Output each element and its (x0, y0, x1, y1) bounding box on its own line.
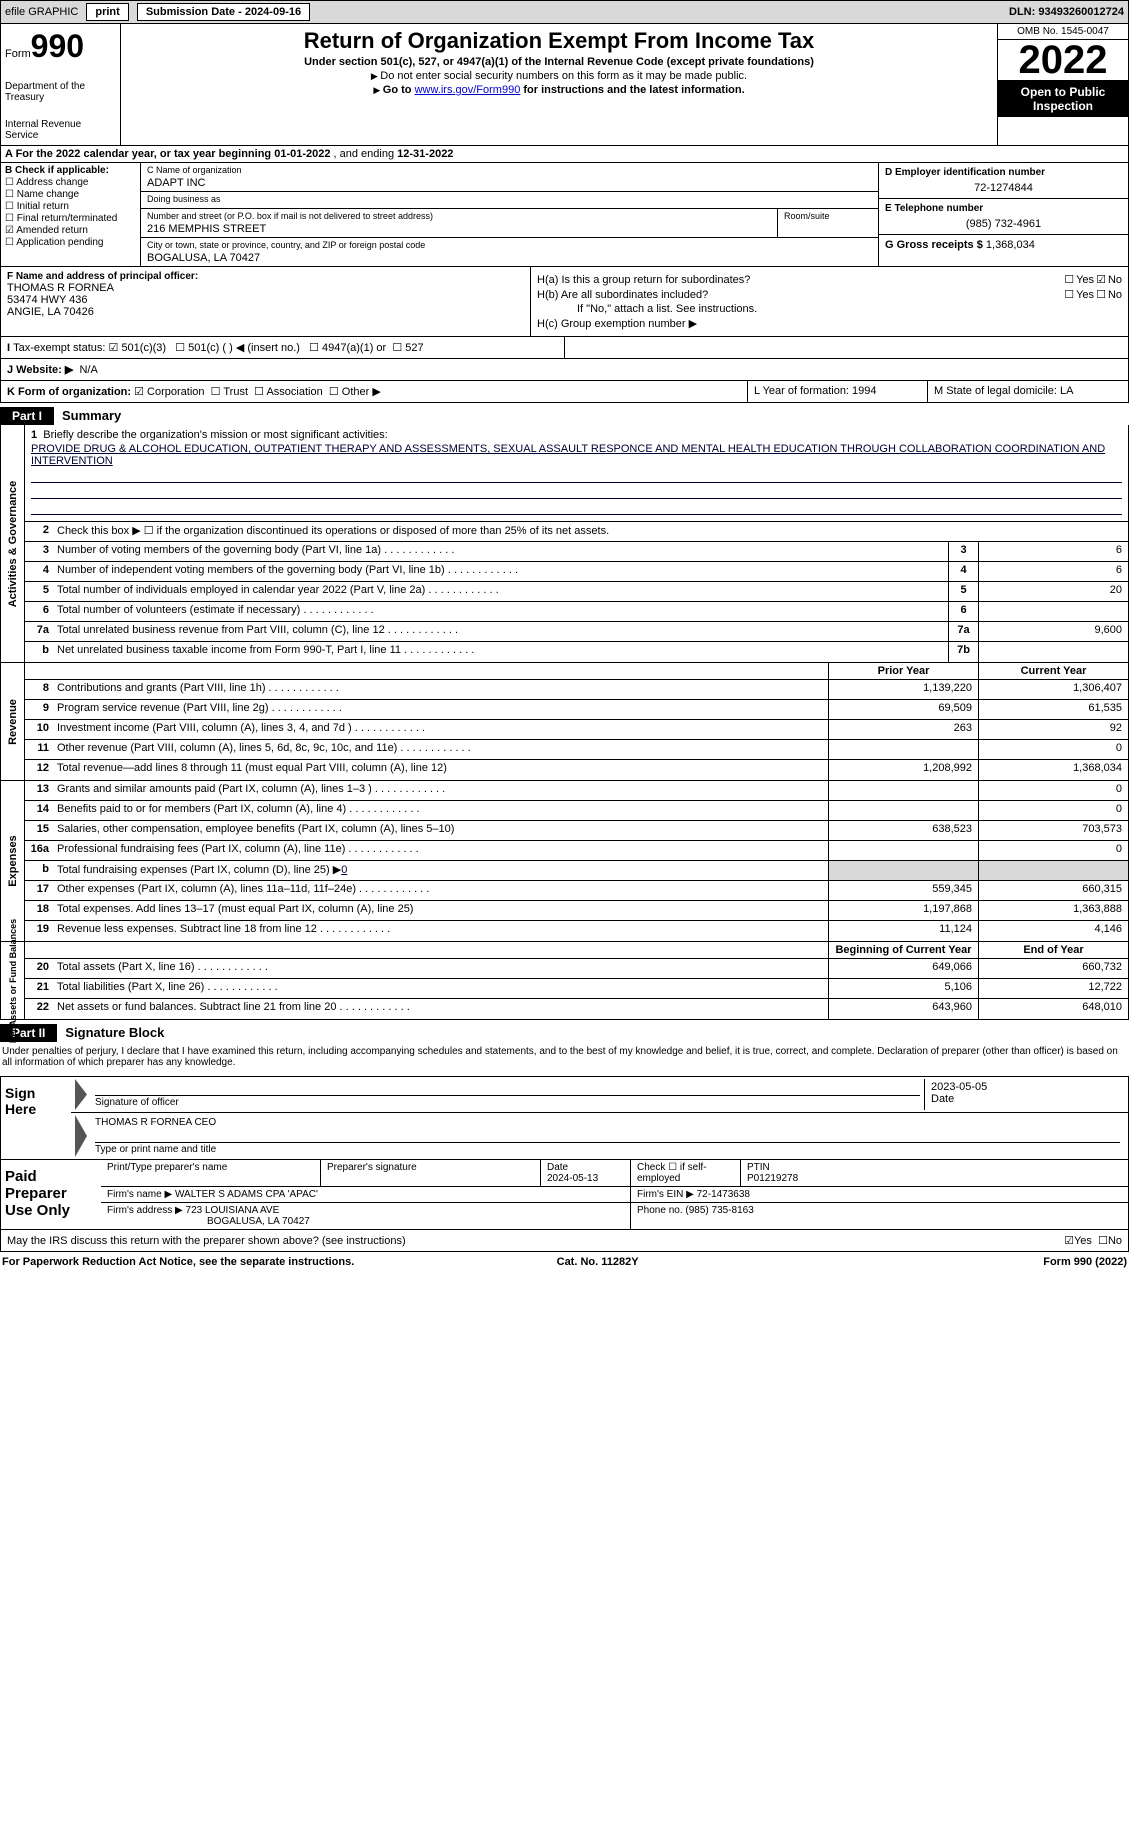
irs-label: Internal Revenue Service (5, 119, 116, 141)
v7b (978, 642, 1128, 662)
firm-ein: 72-1473638 (697, 1189, 750, 1200)
section-fh: F Name and address of principal officer:… (0, 267, 1129, 337)
chk-final-return[interactable]: Final return/terminated (5, 213, 136, 224)
row-j-website: J Website: ▶ N/A (0, 359, 1129, 381)
irs-link[interactable]: www.irs.gov/Form990 (415, 84, 521, 96)
firm-phone: (985) 735-8163 (685, 1205, 753, 1216)
paid-preparer-block: Paid Preparer Use Only Print/Type prepar… (0, 1160, 1129, 1230)
org-name: ADAPT INC (147, 177, 872, 189)
summary-expenses: Expenses 13Grants and similar amounts pa… (0, 781, 1129, 942)
form-number: 990 (31, 28, 84, 64)
goto-note: Go to www.irs.gov/Form990 for instructio… (129, 84, 989, 96)
ein: 72-1274844 (885, 182, 1122, 194)
officer-name: THOMAS R FORNEA (7, 282, 524, 294)
summary-net-assets: Net Assets or Fund Balances Beginning of… (0, 942, 1129, 1020)
col-b-checkboxes: B Check if applicable: Address change Na… (1, 163, 141, 266)
mission-text: PROVIDE DRUG & ALCOHOL EDUCATION, OUTPAT… (31, 443, 1122, 467)
discuss-no[interactable] (1098, 1234, 1108, 1247)
row-k-form-org: K Form of organization: Corporation Trus… (0, 381, 1129, 403)
ssn-note: Do not enter social security numbers on … (129, 70, 989, 82)
street-address: 216 MEMPHIS STREET (147, 223, 771, 235)
chk-application-pending[interactable]: Application pending (5, 237, 136, 248)
v4: 6 (978, 562, 1128, 581)
firm-name: WALTER S ADAMS CPA 'APAC' (175, 1189, 318, 1200)
summary-revenue: Revenue Prior YearCurrent Year 8Contribu… (0, 663, 1129, 781)
summary-activities: Activities & Governance 1 Briefly descri… (0, 425, 1129, 663)
prep-date: 2024-05-13 (547, 1173, 624, 1184)
submission-date: Submission Date - 2024-09-16 (137, 3, 310, 21)
section-bcde: B Check if applicable: Address change Na… (0, 163, 1129, 267)
top-bar: efile GRAPHIC print Submission Date - 20… (0, 0, 1129, 24)
city-state-zip: BOGALUSA, LA 70427 (147, 252, 872, 264)
form-title: Return of Organization Exempt From Incom… (129, 28, 989, 54)
v6 (978, 602, 1128, 621)
form-header: Form990 Department of the Treasury Inter… (0, 24, 1129, 146)
officer-addr2: ANGIE, LA 70426 (7, 306, 524, 318)
dln: DLN: 93493260012724 (1009, 6, 1124, 18)
part1-header: Part I (0, 407, 54, 425)
chk-501c3[interactable] (109, 342, 122, 354)
efile-label: efile GRAPHIC (5, 6, 78, 18)
state-domicile: M State of legal domicile: LA (928, 381, 1128, 402)
open-inspection: Open to Public Inspection (998, 81, 1128, 117)
ptin: P01219278 (747, 1173, 1122, 1184)
v3: 6 (978, 542, 1128, 561)
arrow-icon (75, 1079, 87, 1110)
discuss-row: May the IRS discuss this return with the… (0, 1230, 1129, 1252)
v7a: 9,600 (978, 622, 1128, 641)
ha-no[interactable] (1094, 273, 1108, 286)
sig-declaration: Under penalties of perjury, I declare th… (0, 1042, 1129, 1072)
discuss-yes[interactable] (1064, 1234, 1074, 1247)
row-i-tax-status: I Tax-exempt status: 501(c)(3) 501(c) ( … (0, 337, 1129, 359)
telephone: (985) 732-4961 (885, 218, 1122, 230)
sign-here-block: Sign Here Signature of officer 2023-05-0… (0, 1076, 1129, 1160)
form-subtitle: Under section 501(c), 527, or 4947(a)(1)… (129, 56, 989, 68)
arrow-icon (75, 1115, 87, 1157)
sig-date: 2023-05-05 (931, 1081, 1118, 1093)
tax-year: 2022 (998, 40, 1128, 81)
chk-address-change[interactable]: Address change (5, 177, 136, 188)
officer-addr1: 53474 HWY 436 (7, 294, 524, 306)
chk-corporation[interactable] (134, 386, 147, 398)
form-label: Form (5, 48, 31, 60)
col-de: D Employer identification number 72-1274… (878, 163, 1128, 266)
col-c-org-info: C Name of organization ADAPT INC Doing b… (141, 163, 878, 266)
print-button[interactable]: print (86, 3, 128, 21)
dept-treasury: Department of the Treasury (5, 81, 116, 103)
row-a-tax-year: A For the 2022 calendar year, or tax yea… (0, 146, 1129, 163)
gross-receipts: 1,368,034 (986, 239, 1035, 251)
chk-name-change[interactable]: Name change (5, 189, 136, 200)
footer: For Paperwork Reduction Act Notice, see … (0, 1252, 1129, 1272)
chk-initial-return[interactable]: Initial return (5, 201, 136, 212)
officer-sig-name: THOMAS R FORNEA CEO (95, 1117, 1120, 1128)
firm-addr: 723 LOUISIANA AVE (186, 1205, 280, 1216)
chk-amended-return[interactable]: Amended return (5, 225, 136, 236)
year-formation: L Year of formation: 1994 (748, 381, 928, 402)
v5: 20 (978, 582, 1128, 601)
website: N/A (79, 364, 97, 376)
